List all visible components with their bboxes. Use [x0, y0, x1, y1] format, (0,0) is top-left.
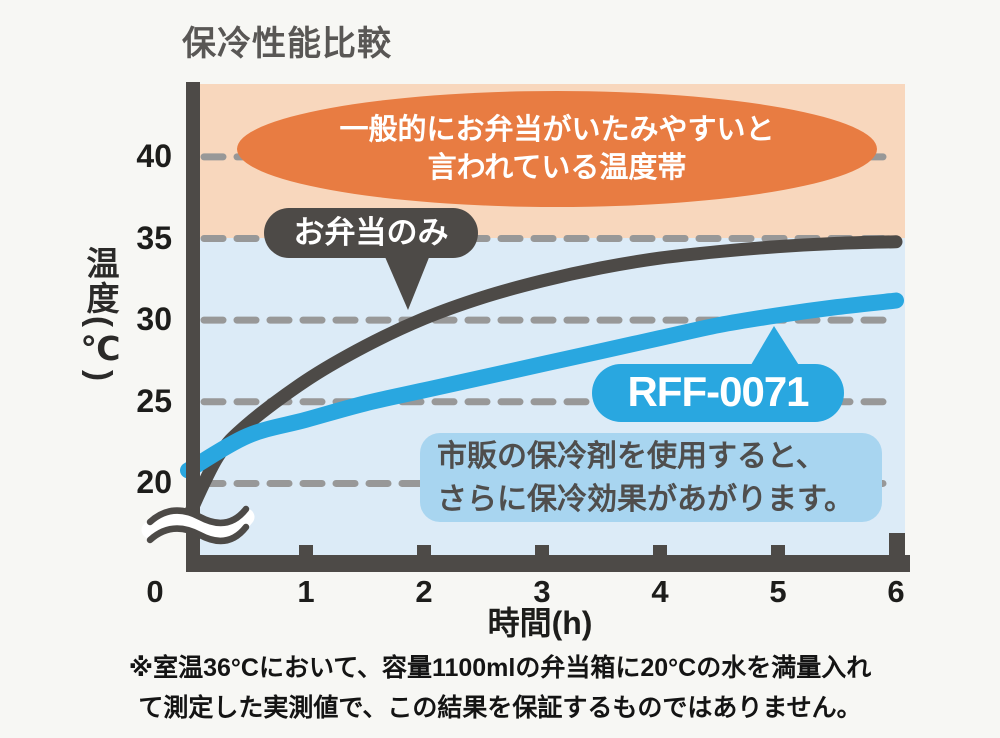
x-tick-mark-end	[889, 533, 905, 555]
danger-zone-callout: 一般的にお弁当がいたみやすいと 言われている温度帯	[237, 91, 877, 207]
y-tick-label-40: 40	[136, 138, 172, 174]
curve-rff-0071	[180, 292, 904, 479]
x-tick-label-3: 3	[533, 574, 551, 609]
x-tick-mark	[535, 545, 549, 555]
x-tick-mark	[653, 545, 667, 555]
y-tick-label-25: 25	[136, 383, 172, 419]
x-tick-label-0: 0	[146, 574, 164, 609]
y-tick-label-30: 30	[136, 301, 172, 337]
x-tick-label-5: 5	[769, 574, 787, 609]
axis-break-icon	[141, 505, 255, 545]
coolant-info-line2: さらに保冷効果があがります。	[437, 482, 854, 516]
x-tick-mark	[299, 545, 313, 555]
bento-series-label: お弁当のみ	[264, 208, 478, 258]
rff-series-label: RFF-0071	[592, 364, 844, 422]
curve-bento-only	[181, 235, 903, 525]
footnote: ※室温36°Cにおいて、容量1100mlの弁当箱に20°Cの水を満量入れ て測定…	[0, 648, 1000, 728]
x-tick-label-6: 6	[887, 574, 905, 609]
rff-pill-pointer	[748, 326, 802, 370]
x-tick-label-1: 1	[297, 574, 315, 609]
y-tick-label-20: 20	[136, 464, 172, 500]
bento-bubble-pointer	[382, 250, 432, 310]
danger-zone-callout-line1: 一般的にお弁当がいたみやすいと	[339, 114, 775, 146]
x-tick-mark	[417, 545, 431, 555]
x-axis-line	[186, 555, 910, 572]
y-tick-label-35: 35	[136, 220, 172, 256]
footnote-line2: て測定した実測値で、この結果を保証するものではありません。	[138, 694, 862, 722]
danger-zone-callout-line2: 言われている温度帯	[427, 152, 687, 184]
x-tick-label-4: 4	[651, 574, 669, 609]
x-axis-title: 時間(h)	[487, 605, 593, 641]
footnote-line1: ※室温36°Cにおいて、容量1100mlの弁当箱に20°Cの水を満量入れ	[128, 654, 872, 682]
coolant-info-line1: 市販の保冷剤を使用すると、	[437, 439, 826, 473]
y-axis-line	[186, 82, 200, 572]
x-tick-mark	[771, 545, 785, 555]
coolant-info-box: 市販の保冷剤を使用すると、 さらに保冷効果があがります。	[420, 433, 882, 522]
chart-title: 保冷性能比較	[182, 25, 392, 63]
x-tick-label-2: 2	[415, 574, 433, 609]
y-axis-title: 温度(℃)	[82, 246, 119, 383]
